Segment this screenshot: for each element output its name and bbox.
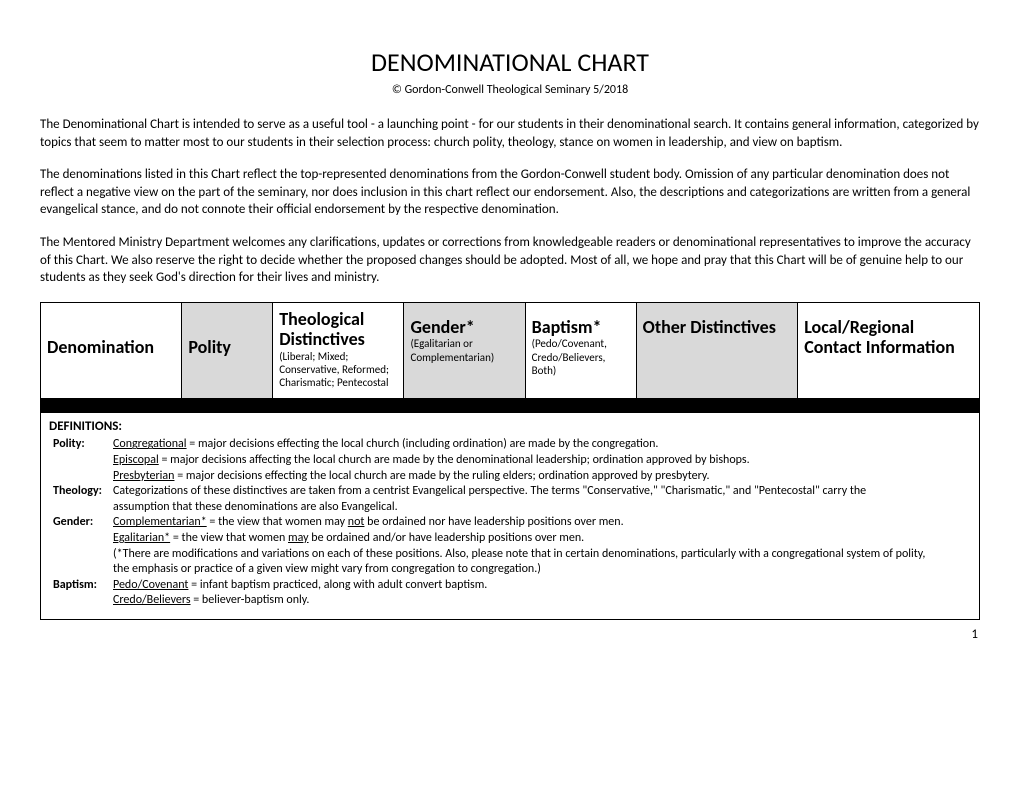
text-episcopal: = major decisions affecting the local ch… <box>159 453 750 467</box>
col-header-baptism: Baptism* (Pedo/Covenant, Credo/Believers… <box>525 302 636 398</box>
def-theology-body2: assumption that these denominations are … <box>49 500 971 516</box>
text-credo: = believer-baptism only. <box>191 593 310 607</box>
def-gender-label: Gender: <box>53 515 113 531</box>
intro-paragraph-3: The Mentored Ministry Department welcome… <box>40 234 980 287</box>
def-baptism-label: Baptism: <box>53 578 113 594</box>
def-polity-row: Polity: Congregational = major decisions… <box>49 437 971 453</box>
col-title-denomination: Denomination <box>47 337 175 358</box>
table-header-row: Denomination Polity Theological Distinct… <box>41 302 980 398</box>
denominational-table: Denomination Polity Theological Distinct… <box>40 302 980 620</box>
def-gender-note1: (*There are modifications and variations… <box>49 547 971 563</box>
col-header-gender: Gender* (Egalitarian or Complementarian) <box>404 302 525 398</box>
term-complementarian: Complementarian* <box>113 515 207 529</box>
col-header-contact: Local/Regional Contact Information <box>798 302 980 398</box>
def-theology-label: Theology: <box>53 484 113 500</box>
col-sub-gender: (Egalitarian or Complementarian) <box>410 337 518 363</box>
text-comp-post: be ordained nor have leadership position… <box>364 515 623 529</box>
term-presbyterian: Presbyterian <box>113 469 174 483</box>
text-comp-pre: = the view that women may <box>207 515 348 529</box>
def-baptism-row: Baptism: Pedo/Covenant = infant baptism … <box>49 578 971 594</box>
def-polity-presbyterian: Presbyterian = major decisions effecting… <box>49 469 971 485</box>
col-title-baptism: Baptism* <box>532 317 630 338</box>
col-title-contact: Local/Regional Contact Information <box>804 317 973 358</box>
def-polity-episcopal: Episcopal = major decisions affecting th… <box>49 453 971 469</box>
page-number: 1 <box>40 626 980 644</box>
text-pedo: = infant baptism practiced, along with a… <box>188 578 487 592</box>
def-gender-egal: Egalitarian* = the view that women may b… <box>49 531 971 547</box>
term-episcopal: Episcopal <box>113 453 159 467</box>
col-sub-theological: (Liberal; Mixed; Conservative, Reformed;… <box>279 350 397 390</box>
term-congregational: Congregational <box>113 437 187 451</box>
col-title-gender: Gender* <box>410 317 518 338</box>
def-polity-label: Polity: <box>53 437 113 453</box>
def-theology-body: Categorizations of these distinctives ar… <box>113 484 971 500</box>
page-title: DENOMINATIONAL CHART <box>40 45 980 80</box>
col-sub-baptism: (Pedo/Covenant, Credo/Believers, Both) <box>532 337 630 377</box>
def-gender-comp: Complementarian* = the view that women m… <box>113 515 971 531</box>
def-gender-note2: the emphasis or practice of a given view… <box>49 562 971 578</box>
def-polity-congregational: Congregational = major decisions effecti… <box>113 437 971 453</box>
term-pedo: Pedo/Covenant <box>113 578 188 592</box>
term-egalitarian: Egalitarian* <box>113 531 170 545</box>
definitions-cell: DEFINITIONS: Polity: Congregational = ma… <box>41 412 980 619</box>
definitions-heading: DEFINITIONS: <box>49 419 971 436</box>
col-title-other: Other Distinctives <box>643 317 792 338</box>
def-theology-row: Theology: Categorizations of these disti… <box>49 484 971 500</box>
text-egal-may: may <box>288 531 309 545</box>
col-header-polity: Polity <box>182 302 273 398</box>
def-baptism-pedo: Pedo/Covenant = infant baptism practiced… <box>113 578 971 594</box>
text-presbyterian: = major decisions effecting the local ch… <box>174 469 709 483</box>
text-egal-pre: = the view that women <box>170 531 288 545</box>
text-egal-post: be ordained and/or have leadership posit… <box>309 531 585 545</box>
col-title-polity: Polity <box>188 337 266 358</box>
text-comp-not: not <box>348 515 365 529</box>
def-gender-row: Gender: Complementarian* = the view that… <box>49 515 971 531</box>
intro-paragraph-1: The Denominational Chart is intended to … <box>40 116 980 151</box>
col-header-denomination: Denomination <box>41 302 182 398</box>
term-credo: Credo/Believers <box>113 593 191 607</box>
text-congregational: = major decisions effecting the local ch… <box>187 437 659 451</box>
col-header-theological: Theological Distinctives (Liberal; Mixed… <box>273 302 404 398</box>
def-baptism-credo: Credo/Believers = believer-baptism only. <box>49 593 971 609</box>
table-divider-row <box>41 398 980 412</box>
table-definitions-row: DEFINITIONS: Polity: Congregational = ma… <box>41 412 980 619</box>
copyright-subtitle: © Gordon-Conwell Theological Seminary 5/… <box>40 82 980 98</box>
intro-paragraph-2: The denominations listed in this Chart r… <box>40 166 980 219</box>
col-header-other: Other Distinctives <box>636 302 798 398</box>
col-title-theological: Theological Distinctives <box>279 309 397 350</box>
